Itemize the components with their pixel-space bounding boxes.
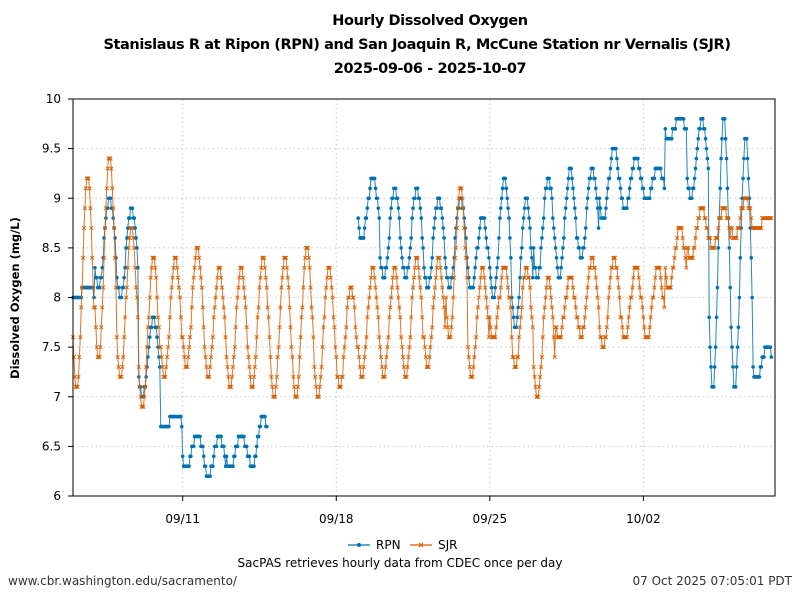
legend-label-rpn: RPN [376,538,401,552]
x-tick-label: 09/11 [165,512,200,526]
x-tick-label: 09/18 [319,512,354,526]
y-tick-label: 6 [53,489,61,503]
y-tick-label: 7 [53,390,61,404]
series-sjr [70,156,774,409]
series-line-sjr [72,158,772,408]
y-tick-label: 9.5 [42,142,61,156]
y-tick-label: 8 [53,291,61,305]
series-line-rpn [357,118,772,388]
y-tick-label: 9 [53,191,61,205]
legend-label-sjr: SJR [438,538,458,552]
chart-title: Hourly Dissolved Oxygen [332,13,528,29]
footer-timestamp: 07 Oct 2025 07:05:01 PDT [632,574,792,588]
x-axis: 09/11 09/18 09/25 10/02 [165,496,661,526]
chart-date-range: 2025-09-06 - 2025-10-07 [333,61,527,77]
data-point [597,196,602,201]
footer-note: SacPAS retrieves hourly data from CDEC o… [237,556,563,570]
data-point [552,354,557,360]
chart-subtitle: Stanislaus R at Ripon (RPN) and San Joaq… [103,37,731,53]
data-point [769,215,774,221]
y-tick-label: 6.5 [42,439,61,453]
data-point [356,216,360,220]
y-axis: 6 6.5 7 7.5 8 8.5 9 9.5 10 [42,92,73,503]
y-tick-label: 8.5 [42,241,61,255]
series-line-rpn [73,197,267,477]
legend-marker-rpn [357,543,361,547]
data-point [769,355,774,359]
legend: RPN SJR [348,538,458,552]
gridlines [73,99,775,496]
legend-marker-sjr [418,542,424,548]
x-tick-label: 09/25 [473,512,508,526]
x-tick-label: 10/02 [626,512,661,526]
footer-url-link[interactable]: www.cbr.washington.edu/sacramento/ [8,574,237,588]
data-point [487,315,492,320]
y-tick-label: 10 [46,92,61,106]
data-point [596,226,601,230]
y-tick-label: 7.5 [42,340,61,354]
data-point [531,246,536,250]
series-layer [70,117,774,478]
y-axis-label: Dissolved Oxygen (mg/L) [8,217,22,379]
